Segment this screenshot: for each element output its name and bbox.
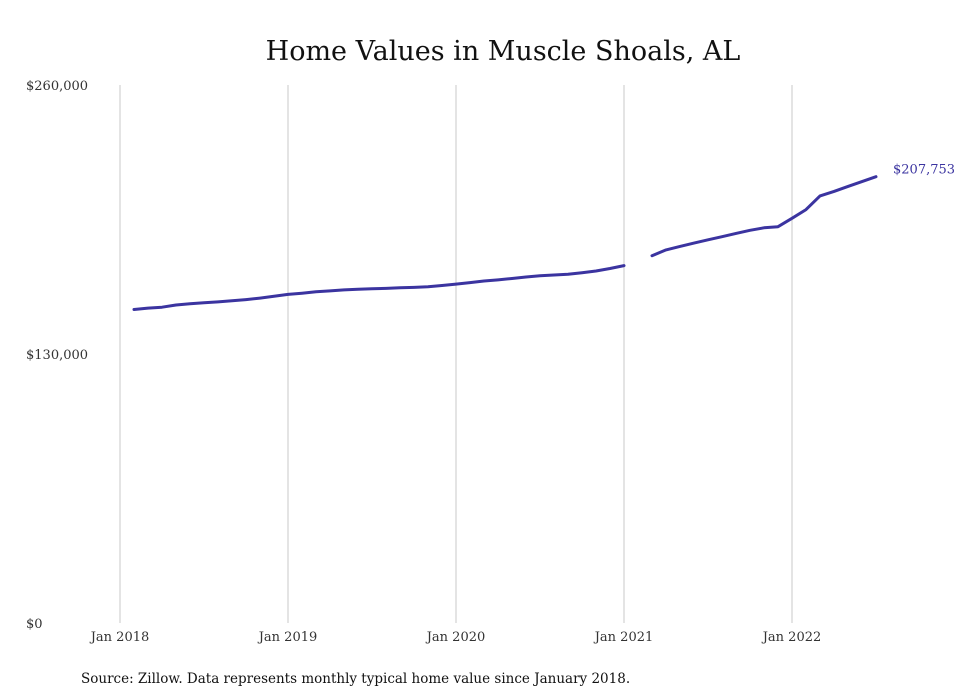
x-tick-label-2018: Jan 2018 — [89, 630, 150, 645]
y-tick-label-0: $0 — [26, 617, 43, 632]
end-value-label: $207,753 — [893, 163, 955, 178]
y-tick-label-2: $260,000 — [26, 79, 88, 94]
series-line-segment-1 — [132, 264, 626, 311]
x-tick-label-2021: Jan 2021 — [593, 630, 654, 645]
x-tick-label-2022: Jan 2022 — [761, 630, 822, 645]
x-gridlines — [119, 85, 793, 623]
series-line-segment-2 — [650, 175, 878, 258]
x-tick-label-2020: Jan 2020 — [425, 630, 486, 645]
y-tick-label-1: $130,000 — [26, 348, 88, 363]
y-axis: $0 $130,000 $260,000 — [26, 79, 88, 632]
source-note: Source: Zillow. Data represents monthly … — [81, 671, 630, 687]
x-tick-label-2019: Jan 2019 — [257, 630, 318, 645]
chart-title: Home Values in Muscle Shoals, AL — [266, 36, 741, 67]
series-layer — [132, 175, 878, 311]
x-axis: Jan 2018 Jan 2019 Jan 2020 Jan 2021 Jan 2022 — [89, 630, 822, 645]
